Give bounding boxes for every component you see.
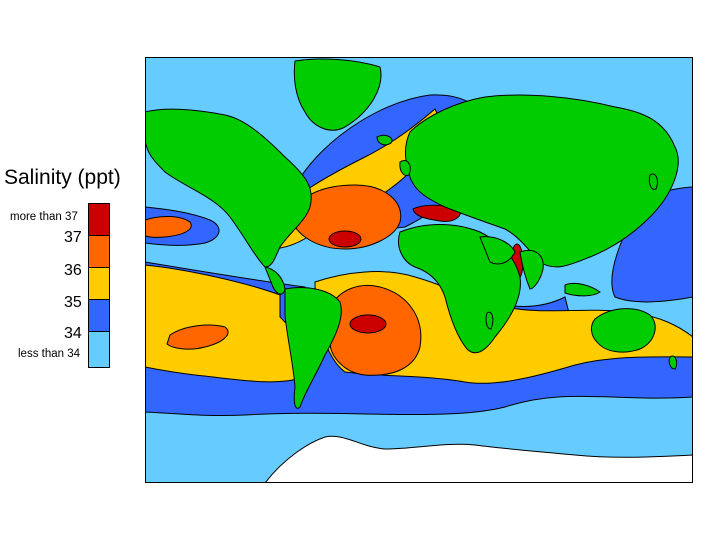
land-japan: [648, 173, 658, 190]
legend-swatch-34-35: [88, 299, 110, 332]
land-antarctica: [264, 435, 693, 483]
legend-swatch-more-than-37: [88, 203, 110, 236]
land-new-zealand: [668, 355, 678, 370]
land-madagascar: [485, 311, 494, 330]
salinity-zone-more-than-37-north-atlantic: [328, 230, 362, 248]
legend-swatch-35-36: [88, 267, 110, 300]
land-australia: [591, 308, 656, 353]
land-north-america: [145, 108, 312, 268]
salinity-zone-34-35-west-pacific: [611, 186, 693, 303]
legend-label-less-than-34: less than 34: [18, 348, 81, 360]
legend-tick-37: 37: [64, 229, 82, 246]
salinity-world-map: [145, 57, 693, 483]
salinity-zone-36-37-north-pacific-west: [145, 216, 192, 238]
land-greenland: [293, 58, 382, 131]
legend-tick-35: 35: [64, 294, 82, 311]
salinity-zone-more-than-37-mediterranean: [412, 204, 462, 222]
salinity-zone-36-37-north-atlantic: [289, 184, 402, 250]
legend-tick-34: 34: [64, 325, 82, 342]
land-south-america: [284, 287, 342, 409]
legend-swatch-less-than-34: [88, 331, 110, 368]
land-uk: [399, 160, 411, 176]
legend-swatch-36-37: [88, 235, 110, 268]
land-arabia: [479, 236, 516, 265]
land-indonesia: [564, 282, 601, 297]
legend-tick-36: 36: [64, 262, 82, 279]
land-iceland: [376, 134, 393, 146]
map-frame: [145, 57, 693, 483]
land-europe-asia: [405, 94, 679, 268]
land-india: [519, 250, 544, 290]
salinity-zone-36-37-south-pacific: [166, 324, 229, 350]
salinity-zone-more-than-37-south-atlantic: [349, 314, 387, 334]
legend-title: Salinity (ppt): [4, 166, 121, 189]
legend-label-more-than-37: more than 37: [10, 211, 78, 223]
